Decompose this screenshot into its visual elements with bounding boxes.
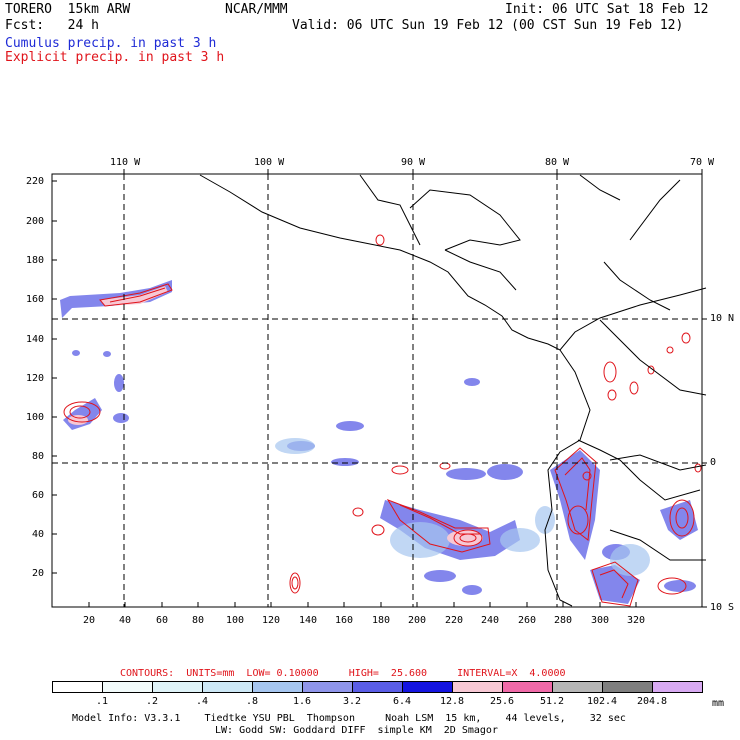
legend-label: 25.6 [489,696,515,707]
x-tick: 300 [591,615,610,626]
x-tick: 260 [518,615,537,626]
y-tick: 60 [32,490,45,501]
x-tick: 280 [554,615,573,626]
legend-label: 12.8 [439,696,465,707]
legend-swatch [102,681,153,693]
coastlines [199,174,707,607]
valid-time: Valid: 06 UTC Sun 19 Feb 12 (00 CST Sun … [292,18,684,33]
model-title: TORERO 15km ARW [5,2,131,17]
legend-swatch [302,681,353,693]
legend-unit: mm [712,698,725,709]
legend-label: 1.6 [292,696,312,707]
graticule [52,174,702,607]
lon-label-90w: 90 W [401,157,426,168]
plot-frame [51,173,703,608]
y-tick: 80 [32,451,45,462]
light-precip-shading [275,438,650,576]
legend-swatch [552,681,603,693]
lon-label-80w: 80 W [545,157,570,168]
x-tick: 100 [226,615,245,626]
model-info: Model Info: V3.3.1 Tiedtke YSU PBL Thomp… [72,713,626,724]
legend-swatch [52,681,103,693]
explicit-precip-contours [63,234,702,607]
x-tick: 60 [156,615,169,626]
y-tick: 100 [26,412,45,423]
y-tick: 40 [32,529,45,540]
lon-label-110w: 110 W [110,157,141,168]
field-explicit-label: Explicit precip. in past 3 h [5,50,225,65]
x-tick: 120 [262,615,281,626]
x-tick: 200 [408,615,427,626]
legend-label: .1 [95,696,109,707]
lat-label-10s: 10 S [710,602,735,613]
legend-label: 51.2 [539,696,565,707]
legend-label: 102.4 [586,696,618,707]
legend-swatch [502,681,553,693]
legend-label: 204.8 [636,696,668,707]
x-tick: 40 [119,615,132,626]
x-tick: 140 [299,615,318,626]
legend-swatch [652,681,703,693]
x-tick: 320 [627,615,646,626]
legend-swatch [452,681,503,693]
x-tick: 180 [372,615,391,626]
legend-swatch [402,681,453,693]
cumulus-precip-shading [60,280,698,604]
x-tick: 20 [83,615,96,626]
x-tick: 80 [192,615,205,626]
y-tick: 120 [26,373,45,384]
y-tick: 160 [26,294,45,305]
legend-swatch [602,681,653,693]
y-tick: 200 [26,216,45,227]
lat-label-10n: 10 N [710,313,735,324]
heavy-precip-shading [68,286,483,546]
legend-label: .2 [145,696,159,707]
center-label: NCAR/MMM [225,2,288,17]
lon-label-100w: 100 W [254,157,285,168]
legend-label: .4 [195,696,209,707]
axis-ticks [52,169,707,608]
y-tick: 180 [26,255,45,266]
forecast-hour: Fcst: 24 h [5,18,99,33]
field-cumulus-label: Cumulus precip. in past 3 h [5,36,217,51]
x-tick: 160 [335,615,354,626]
legend-label: .8 [245,696,259,707]
y-tick: 20 [32,568,45,579]
init-time: Init: 06 UTC Sat 18 Feb 12 [505,2,709,17]
model-physics: LW: Godd SW: Goddard DIFF simple KM 2D S… [215,725,498,736]
y-tick: 140 [26,334,45,345]
lon-label-70w: 70 W [690,157,715,168]
x-tick: 240 [481,615,500,626]
legend-swatch [152,681,203,693]
lat-label-0: 0 [710,457,717,468]
x-tick: 220 [445,615,464,626]
legend-label: 6.4 [392,696,412,707]
legend-label: 3.2 [342,696,362,707]
legend-swatch [252,681,303,693]
legend-swatch [202,681,253,693]
legend-swatch [352,681,403,693]
contours-info: CONTOURS: UNITS=mm LOW= 0.10000 HIGH= 25… [120,668,566,679]
y-tick: 220 [26,176,45,187]
